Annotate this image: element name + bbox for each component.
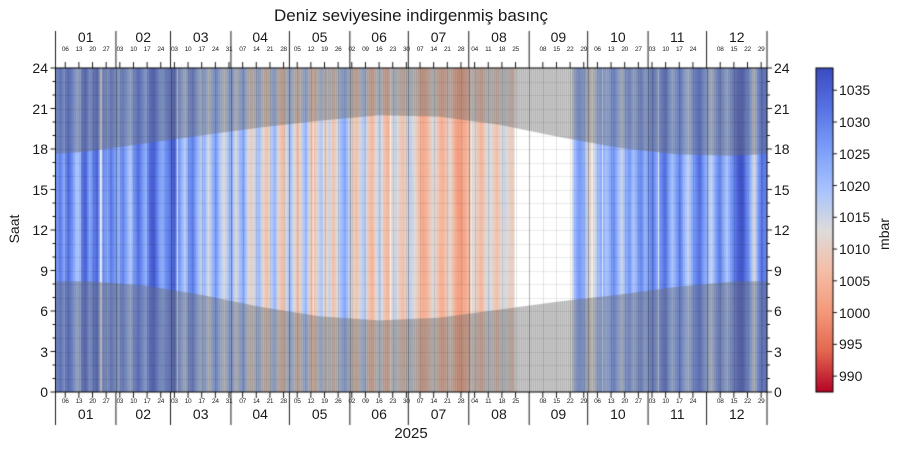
colorbar-label: mbar [876,218,892,250]
chart-title: Deniz seviyesine indirgenmiş basınç [273,6,549,25]
x-axis-year-label: 2025 [394,425,428,442]
y-axis-label: Saat [6,214,22,244]
